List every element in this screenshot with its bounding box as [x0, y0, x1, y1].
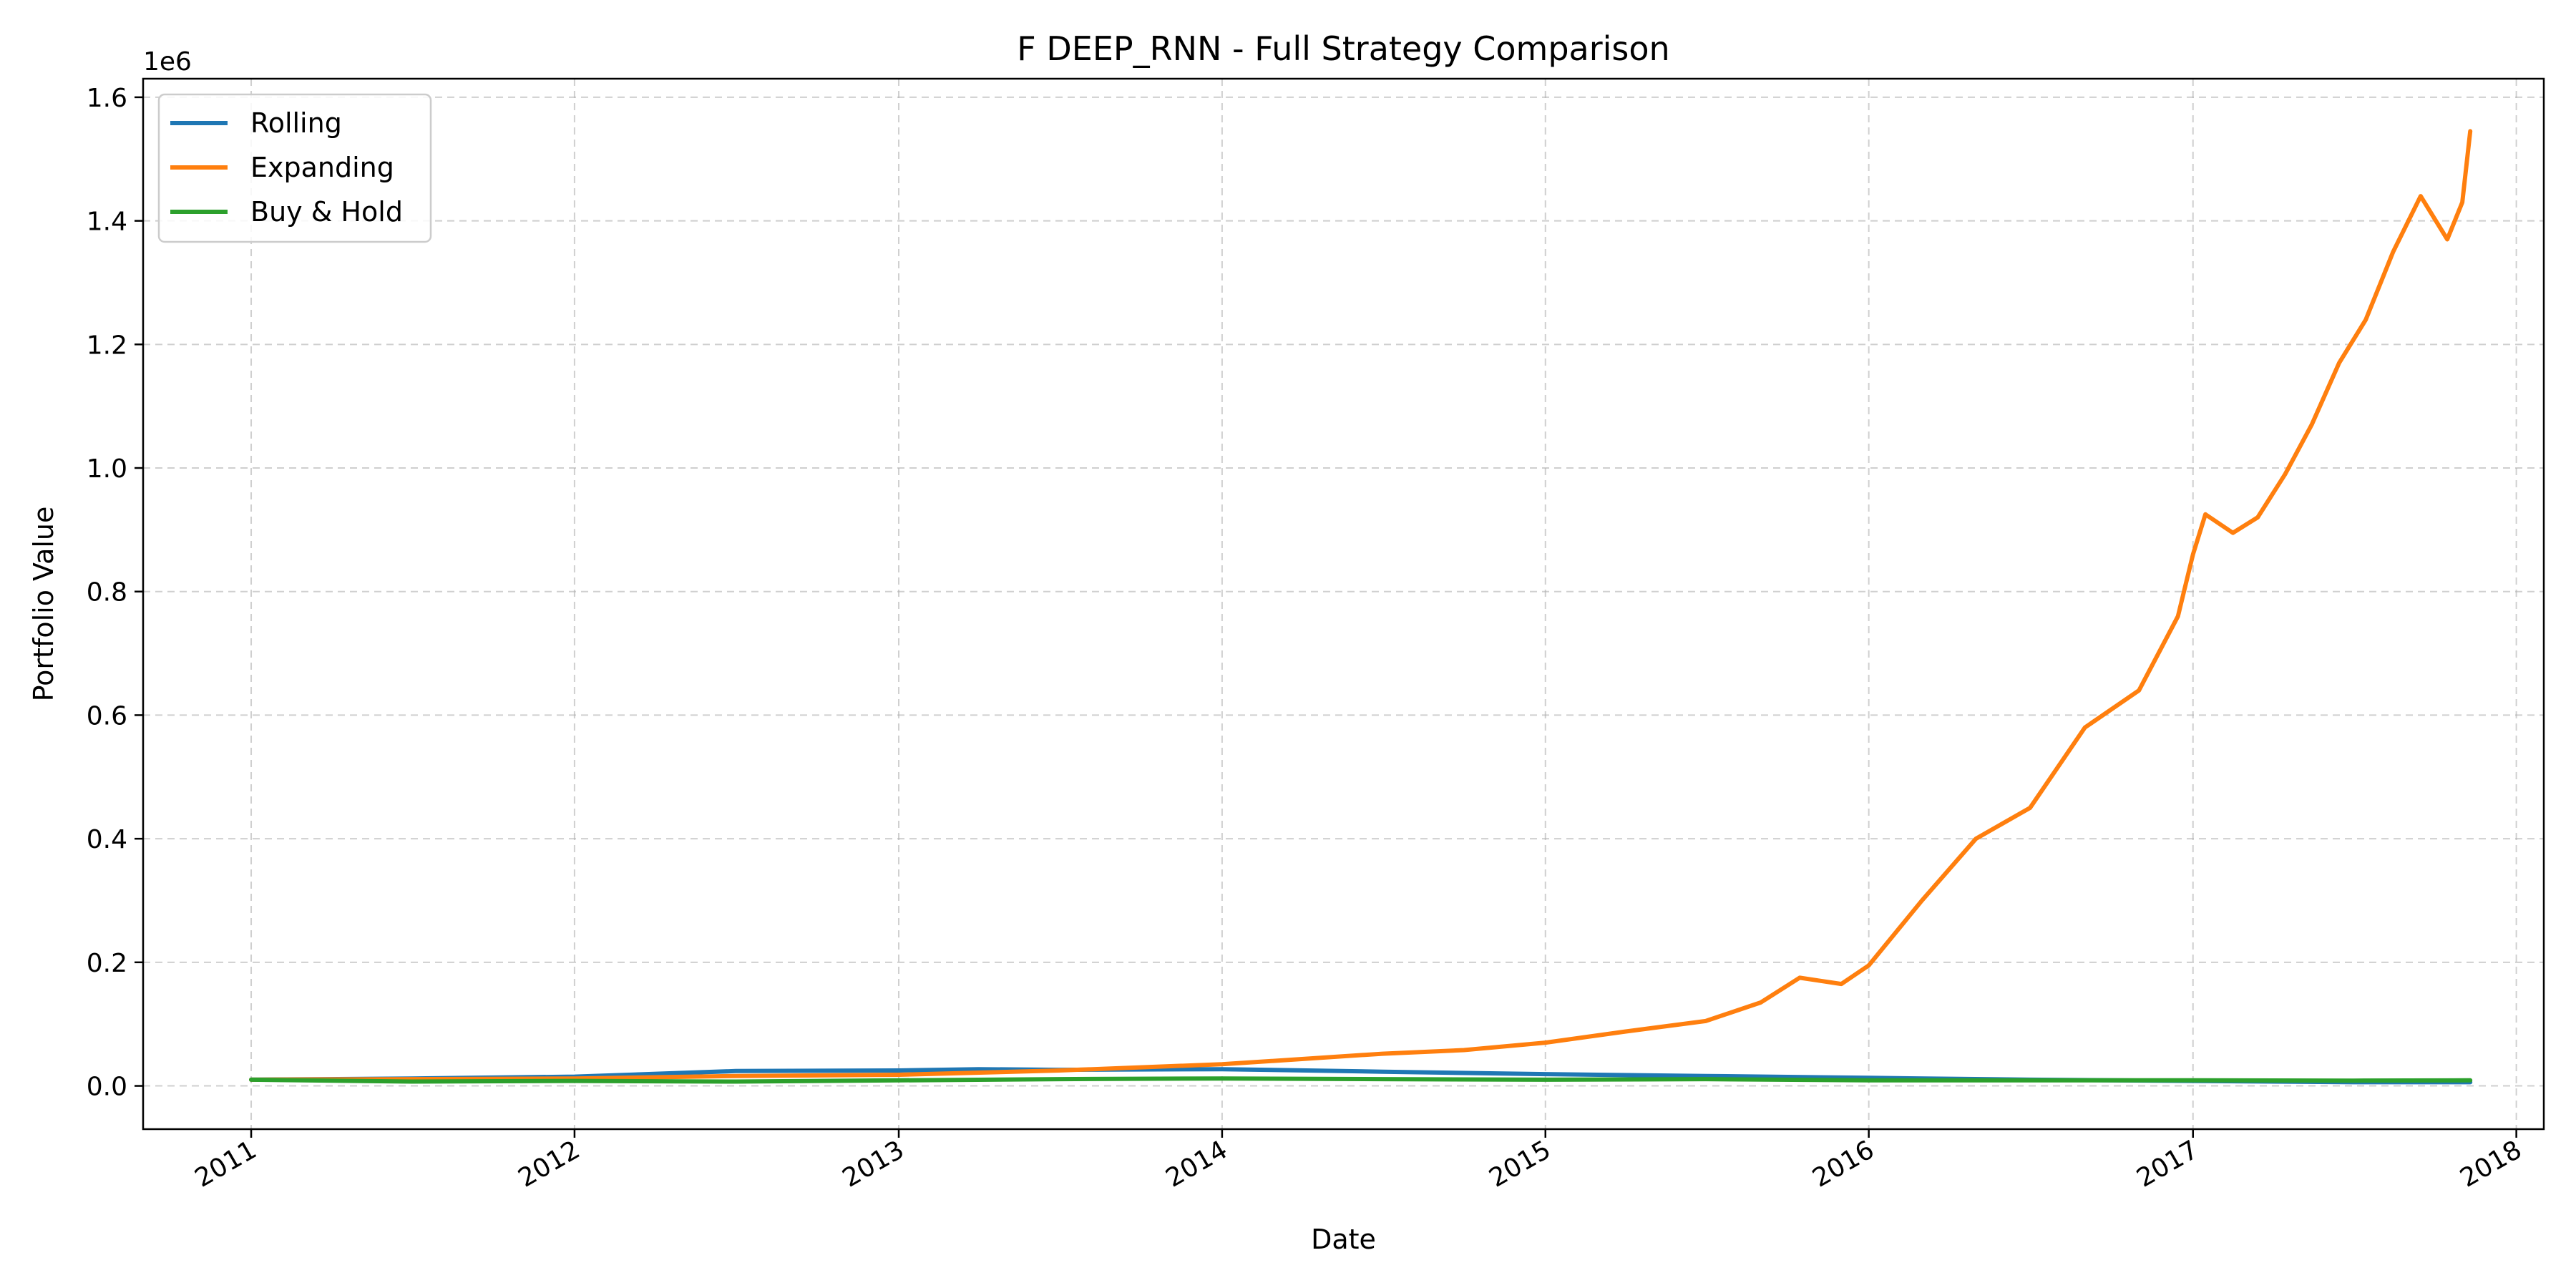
y-tick-label: 0.8	[87, 578, 127, 608]
series-lines	[249, 129, 2473, 1085]
legend-entry: Expanding	[250, 152, 394, 183]
y-tick-label: 1.6	[87, 84, 127, 113]
y-tick-label: 0.4	[87, 825, 127, 854]
y-tick-label: 0.2	[87, 949, 127, 978]
y-axis-label: Portfolio Value	[28, 507, 59, 702]
y-tick-label: 0.6	[87, 701, 127, 731]
x-axis-label: Date	[1311, 1224, 1376, 1255]
chart-title: F DEEP_RNN - Full Strategy Comparison	[1017, 29, 1669, 68]
grid	[143, 79, 2544, 1129]
legend-box	[157, 93, 432, 243]
y-tick-label: 1.2	[87, 331, 127, 360]
plot-frame	[142, 77, 2545, 1131]
legend-entry: Rolling	[250, 107, 342, 139]
y-tick-label: 0.0	[87, 1073, 127, 1102]
legend: Rolling Expanding Buy & Hold	[157, 93, 432, 243]
series-line-buy-hold	[249, 1076, 2473, 1084]
series-line-expanding	[249, 129, 2473, 1082]
y-tick-label: 1.0	[87, 454, 127, 484]
legend-entry: Buy & Hold	[250, 196, 403, 228]
y-axis-offset-label: 1e6	[143, 47, 192, 77]
y-tick-label: 1.4	[87, 208, 127, 237]
